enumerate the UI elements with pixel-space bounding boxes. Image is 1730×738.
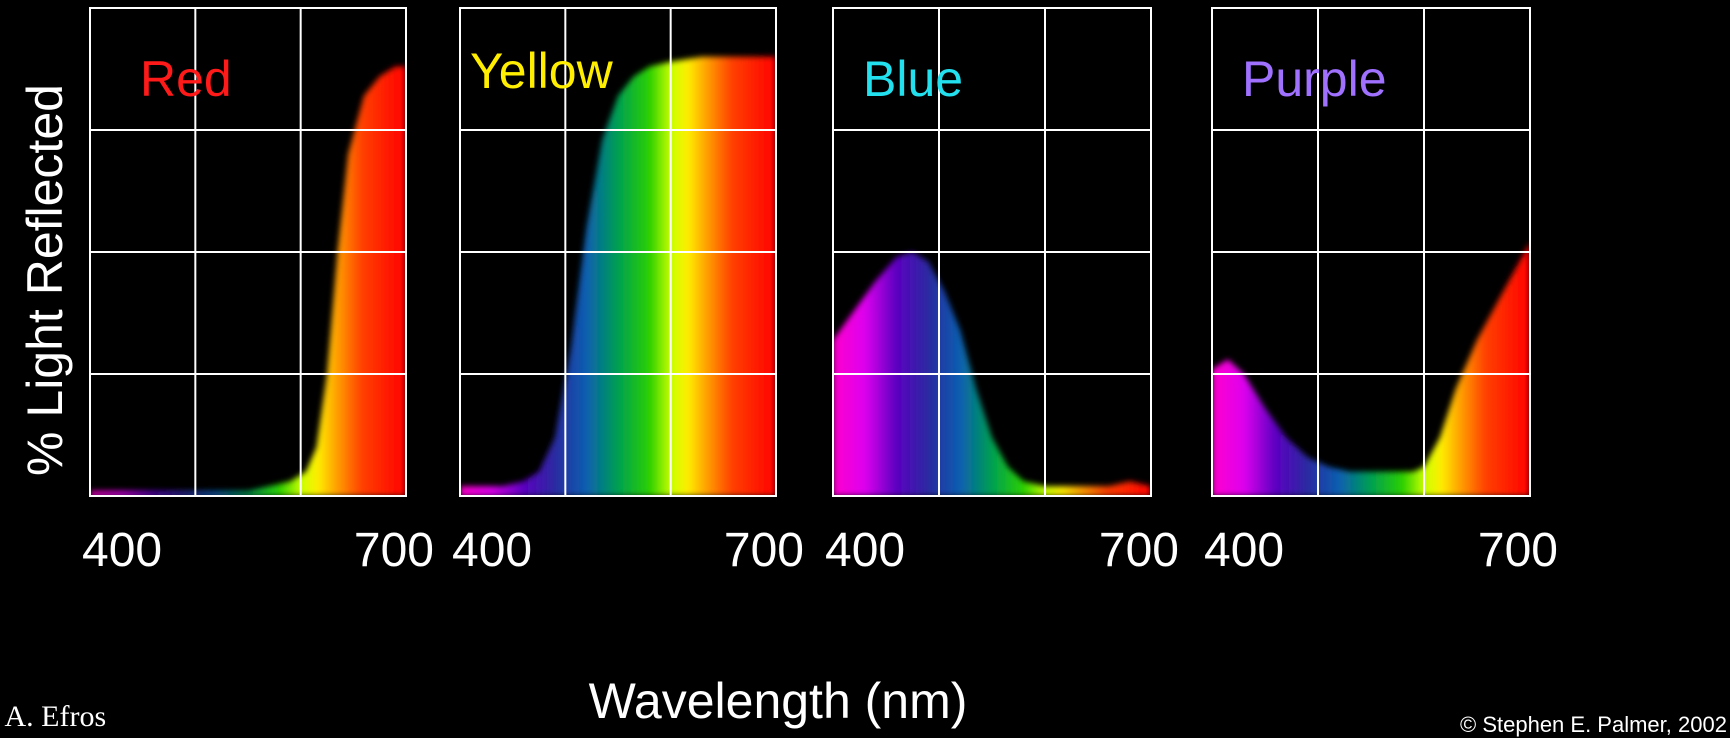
series-label-purple: Purple [1242, 51, 1387, 107]
panel-frame [459, 7, 777, 497]
reflectance-area-red [90, 66, 406, 496]
x-axis-label: Wavelength (nm) [589, 673, 968, 729]
panel-yellow: Yellow 400 700 [452, 7, 804, 577]
x-tick-label-min: 400 [1204, 524, 1284, 577]
panel-red: Red 400 700 [82, 7, 434, 577]
series-label-red: Red [140, 51, 232, 107]
series-label-yellow: Yellow [470, 43, 614, 99]
reflectance-area-yellow [460, 56, 776, 496]
panel-purple: Purple 400 700 [1204, 7, 1558, 577]
x-tick-label-min: 400 [825, 524, 905, 577]
panel-frame [832, 7, 1152, 497]
y-axis-label: % Light Reflected [17, 84, 73, 476]
reflectance-area-blue [833, 252, 1151, 496]
panel-frame [1211, 7, 1531, 497]
panel-frame [89, 7, 407, 497]
panel-blue: Blue 400 700 [825, 7, 1179, 577]
credit-left: t: A. Efros [0, 700, 107, 733]
copyright-notice: © Stephen E. Palmer, 2002 [1460, 712, 1727, 737]
x-tick-label-min: 400 [452, 524, 532, 577]
x-tick-label-max: 700 [1099, 524, 1179, 577]
x-tick-label-min: 400 [82, 524, 162, 577]
x-tick-label-max: 700 [1478, 524, 1558, 577]
series-label-blue: Blue [863, 51, 963, 107]
x-tick-label-max: 700 [354, 524, 434, 577]
reflectance-area-purple [1212, 242, 1530, 496]
x-tick-label-max: 700 [724, 524, 804, 577]
